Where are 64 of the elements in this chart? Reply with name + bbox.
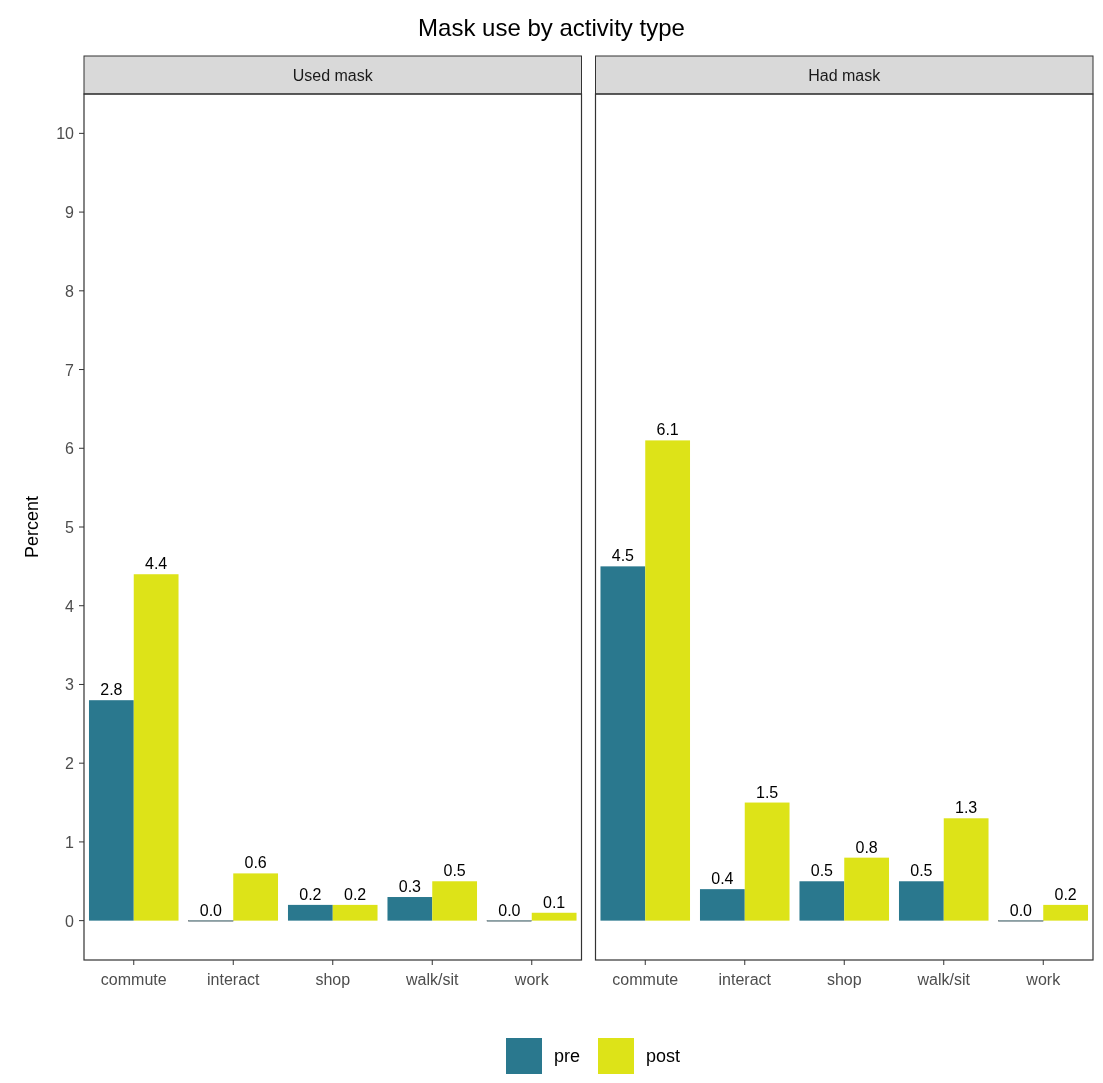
x-tick-label: commute bbox=[100, 971, 167, 988]
chart-subtitle: Had mask bbox=[808, 67, 882, 84]
data-label: 1.3 bbox=[955, 799, 978, 817]
bar bbox=[531, 912, 577, 921]
bar bbox=[898, 881, 944, 921]
data-label: 0.2 bbox=[1054, 885, 1077, 903]
bar bbox=[799, 881, 845, 921]
bar bbox=[699, 889, 745, 921]
x-tick-label: shop bbox=[826, 971, 862, 988]
data-label: 0.0 bbox=[498, 901, 521, 919]
data-label: 0.2 bbox=[299, 885, 322, 903]
y-axis-title: Percent bbox=[22, 495, 42, 559]
x-tick-label: walk/sit bbox=[916, 971, 971, 988]
x-tick-label: interact bbox=[718, 971, 772, 988]
data-label: 0.4 bbox=[711, 870, 734, 888]
y-tick-label: 10 bbox=[56, 125, 75, 143]
bar bbox=[744, 802, 790, 921]
bar bbox=[844, 857, 890, 921]
y-tick-label: 3 bbox=[65, 676, 75, 694]
y-tick-label: 8 bbox=[65, 282, 75, 300]
x-tick-label: commute bbox=[612, 971, 679, 988]
y-tick-label: 7 bbox=[65, 361, 75, 379]
data-label: 1.5 bbox=[756, 783, 779, 801]
data-label: 0.5 bbox=[910, 862, 933, 880]
x-tick-label: walk/sit bbox=[405, 971, 460, 988]
bar bbox=[332, 904, 378, 921]
data-label: 2.8 bbox=[100, 681, 123, 699]
data-label: 4.4 bbox=[145, 555, 168, 573]
data-label: 4.5 bbox=[611, 547, 635, 565]
data-label: 0.3 bbox=[398, 878, 422, 896]
y-tick-label: 4 bbox=[65, 597, 75, 615]
x-tick-label: shop bbox=[315, 971, 351, 988]
data-label: 0.0 bbox=[199, 901, 223, 919]
bar bbox=[645, 440, 691, 921]
data-label: 0.5 bbox=[443, 862, 466, 880]
x-tick-label: work bbox=[513, 971, 550, 988]
data-label: 0.0 bbox=[1009, 901, 1033, 919]
bar bbox=[233, 873, 279, 921]
y-tick-label: 2 bbox=[65, 755, 75, 773]
bar bbox=[287, 904, 333, 921]
chart-subtitle: Used mask bbox=[292, 67, 374, 84]
chart-title: Mask use by activity type bbox=[418, 14, 685, 41]
data-label: 0.1 bbox=[543, 893, 566, 911]
y-tick-label: 5 bbox=[65, 519, 75, 536]
bar bbox=[133, 574, 179, 921]
legend-label: post bbox=[646, 1046, 681, 1066]
x-tick-label: work bbox=[1025, 971, 1062, 988]
data-label: 0.6 bbox=[244, 854, 267, 872]
bar bbox=[600, 566, 646, 921]
x-tick-label: interact bbox=[207, 971, 261, 988]
data-label: 0.5 bbox=[810, 862, 834, 880]
y-tick-label: 1 bbox=[65, 833, 75, 851]
data-label: 0.2 bbox=[344, 885, 367, 903]
y-tick-label: 0 bbox=[65, 912, 75, 930]
y-tick-label: 6 bbox=[65, 440, 75, 458]
legend-label: pre bbox=[554, 1046, 581, 1066]
bar bbox=[387, 897, 433, 921]
bar bbox=[432, 881, 478, 921]
bar bbox=[1043, 904, 1089, 921]
bar bbox=[88, 700, 134, 921]
data-label: 0.8 bbox=[855, 838, 878, 856]
bar bbox=[943, 818, 989, 921]
y-tick-label: 9 bbox=[65, 204, 75, 222]
data-label: 6.1 bbox=[656, 421, 679, 439]
